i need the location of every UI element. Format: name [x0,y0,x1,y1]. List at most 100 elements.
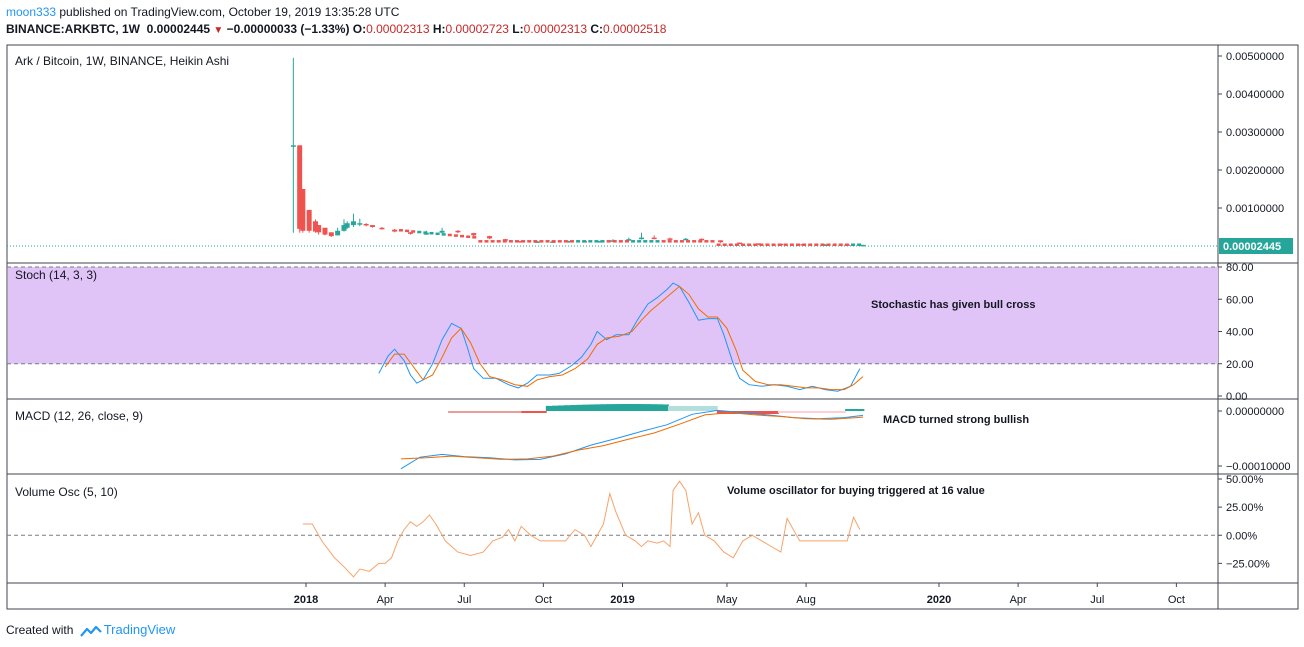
candle-body [335,230,341,236]
candle-body-small [466,235,471,238]
last-price: 0.00002445 [146,22,211,36]
symbol-label: BINANCE:ARKBTC, 1W [6,22,140,36]
macd-histogram-bar [490,411,498,413]
macd-histogram-bar [509,411,517,413]
macd-histogram-bar [588,404,596,411]
candle-body-small [563,240,568,243]
candle-body-small [704,240,709,243]
candle-body-small [795,243,800,246]
candle-body [487,236,493,239]
candle-body [737,242,743,245]
last-price-badge-text: 0.00002445 [1223,241,1281,253]
candle-body-small [484,240,489,243]
candle-body-small [832,243,837,246]
publish-header: moon333 published on TradingView.com, Oc… [6,5,399,19]
candle-body-small [765,243,770,246]
tradingview-brand-link[interactable]: TradingView [103,622,176,637]
macd-histogram-bar [484,411,492,413]
candle-body [306,209,312,231]
stoch-k-line [378,282,861,392]
candle-body [439,230,445,233]
change-value: −0.00000033 (−1.33%) [226,22,350,36]
candle-body-small [777,243,782,246]
macd-signal-line [400,412,864,460]
candle-body-small [582,240,587,243]
candle-body-small [741,243,746,246]
candle-body-small [496,240,501,243]
close-label: C: [590,22,604,36]
candle-body [341,225,347,231]
macd-histogram-bar [674,406,682,411]
candle-body-small [692,240,697,243]
candle-body [651,237,657,240]
candle-body-small [618,240,623,243]
macd-histogram-bar [478,411,486,413]
macd-histogram-bar [515,411,523,413]
macd-histogram-bar [832,411,840,413]
candle-body-small [814,243,819,246]
macd-histogram-bar [692,406,700,411]
macd-histogram-bar [680,406,688,411]
candle-body [363,223,369,226]
time-axis-label: May [717,594,738,606]
candle-body [638,237,644,240]
macd-histogram-bar [606,404,614,411]
candle-body [455,230,461,233]
candle-body-small [502,240,507,243]
created-with-text: Created with [6,623,74,637]
macd-histogram-bar [637,404,645,411]
high-label: H: [432,22,446,36]
candle-body-small [771,243,776,246]
macd-histogram-bar [826,411,834,413]
macd-histogram-bar [448,411,456,413]
candle-body-small [686,240,691,243]
candle-body-small [710,240,715,243]
candle-body [407,232,413,234]
macd-histogram-bar [814,411,822,413]
candle-body [667,238,673,240]
time-axis-label: 2020 [927,594,951,606]
candle-body [328,232,334,237]
low-value: 0.00002313 [523,22,588,36]
macd-histogram-bar [625,404,633,411]
stoch-band [8,267,1218,364]
candle-body [357,223,363,225]
volume-osc-axis-label: 0.00% [1226,530,1257,542]
macd-histogram-bar [667,406,675,411]
macd-histogram-bar [796,411,804,413]
stoch-axis-label: 0.00 [1226,391,1247,403]
macd-line [400,409,864,470]
macd-histogram-bar [710,406,718,411]
author-link[interactable]: moon333 [6,5,57,19]
candle-body-small [539,240,544,243]
time-axis-label: Apr [377,594,394,606]
high-value: 0.00002723 [445,22,509,36]
candle-body-small [594,240,599,243]
candle-body-small [515,240,520,243]
stoch-annotation: Stochastic has given bull cross [871,299,1035,311]
candle-body-small [606,240,611,243]
price-axis-label: 0.00500000 [1226,51,1284,63]
candle-body-small [716,243,721,246]
tradingview-logo-icon [79,625,102,637]
candle-body-small [783,243,788,246]
macd-histogram-bar [686,406,694,411]
macd-annotation: MACD turned strong bullish [883,414,1029,426]
macd-histogram-bar [558,405,566,411]
time-axis-label: 2019 [610,594,634,606]
candle-body-small [441,233,446,236]
candle-body [699,238,705,241]
candle-body [597,241,603,243]
candle-body-small [734,243,739,246]
candle-body [300,189,306,231]
stoch-axis-label: 80.00 [1226,262,1254,274]
candle-body [392,229,398,232]
candle-body-small [435,232,440,236]
candle-body-small [398,229,403,232]
macd-histogram-bar [631,404,639,411]
candle-body-small [521,240,526,243]
candle-body-small [417,230,422,234]
candle-body [471,233,477,236]
macd-histogram-bar [527,411,535,413]
